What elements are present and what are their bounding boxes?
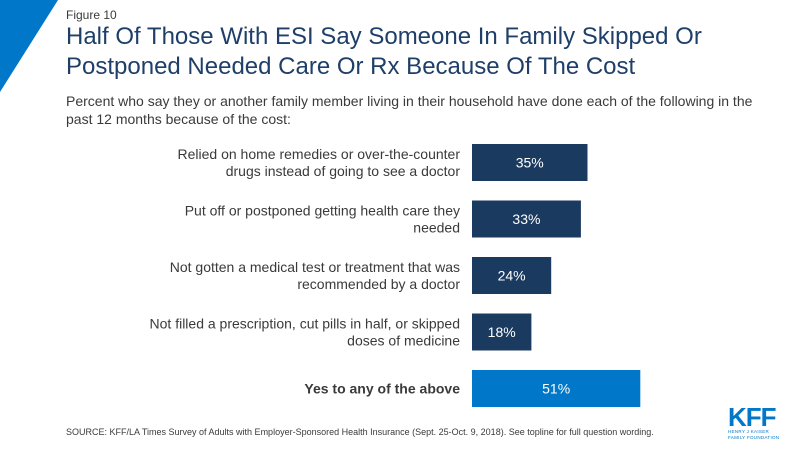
chart-title: Half Of Those With ESI Say Someone In Fa… xyxy=(66,23,702,80)
source-note: SOURCE: KFF/LA Times Survey of Adults wi… xyxy=(66,427,654,437)
bar-value-label-5: 51% xyxy=(542,381,570,397)
bar-1 xyxy=(472,144,588,181)
bar-4 xyxy=(472,313,532,351)
category-label-2: Put off or postponed getting health care… xyxy=(185,203,460,236)
chart-subtitle: Percent who say they or another family m… xyxy=(66,93,753,127)
bar-chart: 35% Relied on home remedies or over-the-c… xyxy=(150,144,641,407)
bar-value-label-3: 24% xyxy=(498,268,526,284)
bar-value-label-2: 33% xyxy=(512,211,540,227)
figure-label: Figure 10 xyxy=(66,8,117,22)
bar-5 xyxy=(472,370,641,407)
category-label-1: Relied on home remedies or over-the-coun… xyxy=(178,146,461,179)
bar-value-label-1: 35% xyxy=(516,155,544,171)
logo-line-1: HENRY J KAISER xyxy=(728,429,770,434)
bar-2 xyxy=(472,200,581,238)
category-label-3: Not gotten a medical test or treatment t… xyxy=(170,259,461,292)
logo-line-2: FAMILY FOUNDATION xyxy=(728,434,780,440)
category-label-5: Yes to any of the above xyxy=(304,381,460,397)
bar-3 xyxy=(472,257,552,294)
bar-value-label-4: 18% xyxy=(488,324,516,340)
logo-mark: KFF xyxy=(728,402,777,432)
category-label-4: Not filled a prescription, cut pills in … xyxy=(150,316,461,349)
kff-logo: KFF HENRY J KAISER FAMILY FOUNDATION xyxy=(728,402,790,445)
